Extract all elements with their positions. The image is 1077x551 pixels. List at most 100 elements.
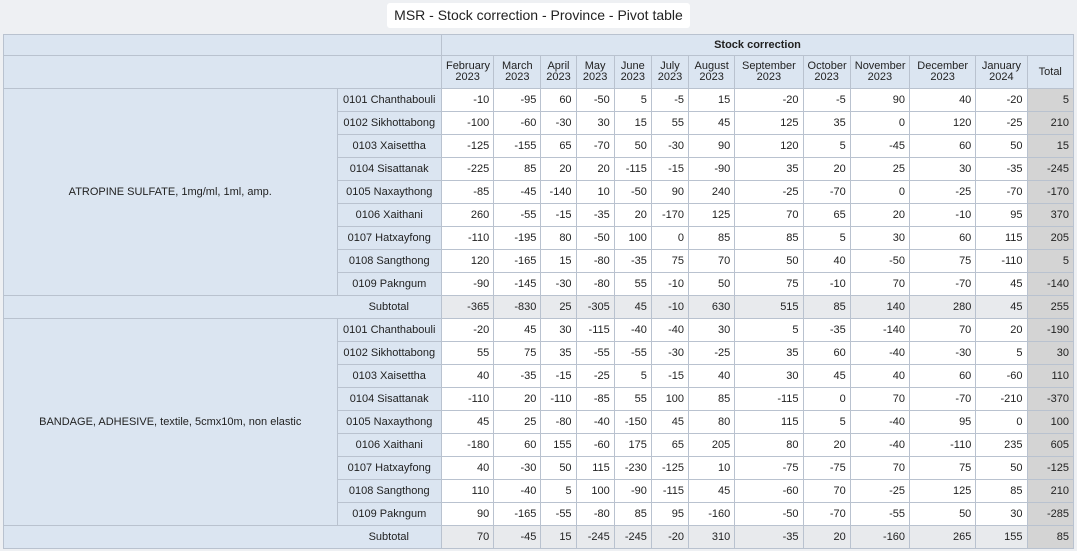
value-cell: 25	[849, 157, 911, 181]
value-cell: 0	[650, 226, 690, 250]
row-total-cell: -125	[1026, 456, 1075, 480]
table-row: 0103 Xaisettha -125 -155 65 -70 50 -30 90 120 5 -4…	[4, 134, 1075, 158]
value-cell: -40	[575, 410, 615, 434]
value-cell: -110	[909, 433, 977, 457]
month-header[interactable]: May 2023	[575, 55, 615, 89]
month-name: December	[917, 60, 969, 72]
month-year: 2023	[930, 71, 955, 83]
month-header[interactable]: August 2023	[688, 55, 736, 89]
value-cell: 15	[688, 88, 736, 112]
value-cell: 85	[613, 502, 652, 526]
month-header[interactable]: September 2023	[734, 55, 804, 89]
value-cell: -10	[909, 203, 977, 227]
value-cell: 45	[650, 410, 690, 434]
value-cell: -85	[575, 387, 615, 411]
value-cell: -55	[540, 502, 577, 526]
district-label[interactable]: 0109 Pakngum	[336, 272, 442, 296]
value-cell: -15	[540, 203, 577, 227]
month-header[interactable]: April 2023	[540, 55, 577, 89]
value-cell: 30	[909, 157, 977, 181]
value-cell: 95	[650, 502, 690, 526]
value-cell: -55	[493, 203, 542, 227]
month-header[interactable]: January 2024	[975, 55, 1028, 89]
district-label[interactable]: 0102 Sikhottabong	[336, 341, 442, 365]
value-cell: -80	[575, 272, 615, 296]
value-cell: 85	[734, 226, 804, 250]
value-cell: -70	[575, 134, 615, 158]
month-name: October	[807, 60, 847, 72]
value-cell: 70	[688, 249, 736, 273]
value-cell: -140	[540, 180, 577, 204]
district-label[interactable]: 0108 Sangthong	[336, 249, 442, 273]
month-name: April	[547, 60, 570, 72]
value-cell: 65	[650, 433, 690, 457]
district-label[interactable]: 0109 Pakngum	[336, 502, 442, 526]
district-label[interactable]: 0103 Xaisettha	[336, 134, 442, 158]
product-label[interactable]: BANDAGE, ADHESIVE, textile, 5cmx10m, non…	[3, 318, 338, 526]
district-label[interactable]: 0106 Xaithani	[336, 433, 442, 457]
subtotal-total-cell: 85	[1026, 525, 1075, 549]
value-cell: 5	[802, 134, 851, 158]
row-total-cell: 605	[1026, 433, 1075, 457]
district-label[interactable]: 0103 Xaisettha	[336, 364, 442, 388]
value-cell: -70	[802, 180, 851, 204]
value-cell: 45	[688, 479, 736, 503]
month-year: 2023	[582, 71, 608, 83]
district-label[interactable]: 0107 Hatxayfong	[336, 456, 442, 480]
subtotal-cell: 45	[613, 295, 652, 319]
value-cell: -60	[493, 111, 542, 135]
month-header[interactable]: July 2023	[650, 55, 690, 89]
district-label[interactable]: 0104 Sisattanak	[336, 157, 442, 181]
row-total-cell: 5	[1026, 88, 1075, 112]
value-cell: 85	[688, 387, 736, 411]
value-cell: -90	[440, 272, 495, 296]
value-cell: 30	[734, 364, 804, 388]
district-label[interactable]: 0105 Naxaythong	[336, 180, 442, 204]
value-cell: -25	[575, 364, 615, 388]
district-label[interactable]: 0101 Chanthabouli	[336, 88, 442, 112]
district-label[interactable]: 0106 Xaithani	[336, 203, 442, 227]
value-cell: -30	[909, 341, 977, 365]
district-label[interactable]: 0102 Sikhottabong	[336, 111, 442, 135]
value-cell: 90	[849, 88, 911, 112]
value-cell: 5	[802, 410, 851, 434]
value-cell: 55	[650, 111, 690, 135]
month-year: 2023	[455, 71, 480, 83]
value-cell: -110	[440, 226, 495, 250]
total-header[interactable]: Total	[1026, 55, 1075, 89]
table-row: 0109 Pakngum -90 -145 -30 -80 55 -10 50 75 -10 70-…	[4, 272, 1075, 296]
month-year: 2023	[699, 71, 724, 83]
product-label[interactable]: ATROPINE SULFATE, 1mg/ml, 1ml, amp.	[3, 88, 338, 296]
value-cell: 20	[802, 157, 851, 181]
title-bar: MSR - Stock correction - Province - Pivo…	[0, 0, 1077, 34]
district-label[interactable]: 0104 Sisattanak	[336, 387, 442, 411]
month-year: 2024	[989, 71, 1014, 83]
month-header[interactable]: March 2023	[493, 55, 542, 89]
month-header[interactable]: June 2023	[613, 55, 652, 89]
subtotal-cell: 85	[802, 295, 851, 319]
value-cell: 95	[975, 203, 1028, 227]
value-cell: 40	[440, 456, 495, 480]
month-header[interactable]: December 2023	[909, 55, 977, 89]
district-label[interactable]: 0101 Chanthabouli	[336, 318, 442, 342]
value-cell: 20	[613, 203, 652, 227]
value-cell: -115	[575, 318, 615, 342]
value-cell: 0	[849, 180, 911, 204]
month-header[interactable]: February 2023	[440, 55, 495, 89]
value-cell: 25	[493, 410, 542, 434]
value-cell: 30	[575, 111, 615, 135]
month-header[interactable]: October 2023	[802, 55, 851, 89]
month-header[interactable]: November 2023	[849, 55, 911, 89]
page-title: MSR - Stock correction - Province - Pivo…	[387, 3, 690, 28]
value-cell: -155	[493, 134, 542, 158]
value-cell: -70	[909, 387, 977, 411]
value-cell: 100	[613, 226, 652, 250]
value-cell: 55	[613, 387, 652, 411]
value-cell: 100	[650, 387, 690, 411]
value-cell: 55	[613, 272, 652, 296]
district-label[interactable]: 0108 Sangthong	[336, 479, 442, 503]
district-label[interactable]: 0105 Naxaythong	[336, 410, 442, 434]
district-label[interactable]: 0107 Hatxayfong	[336, 226, 442, 250]
value-cell: 10	[575, 180, 615, 204]
row-total-cell: 205	[1026, 226, 1075, 250]
